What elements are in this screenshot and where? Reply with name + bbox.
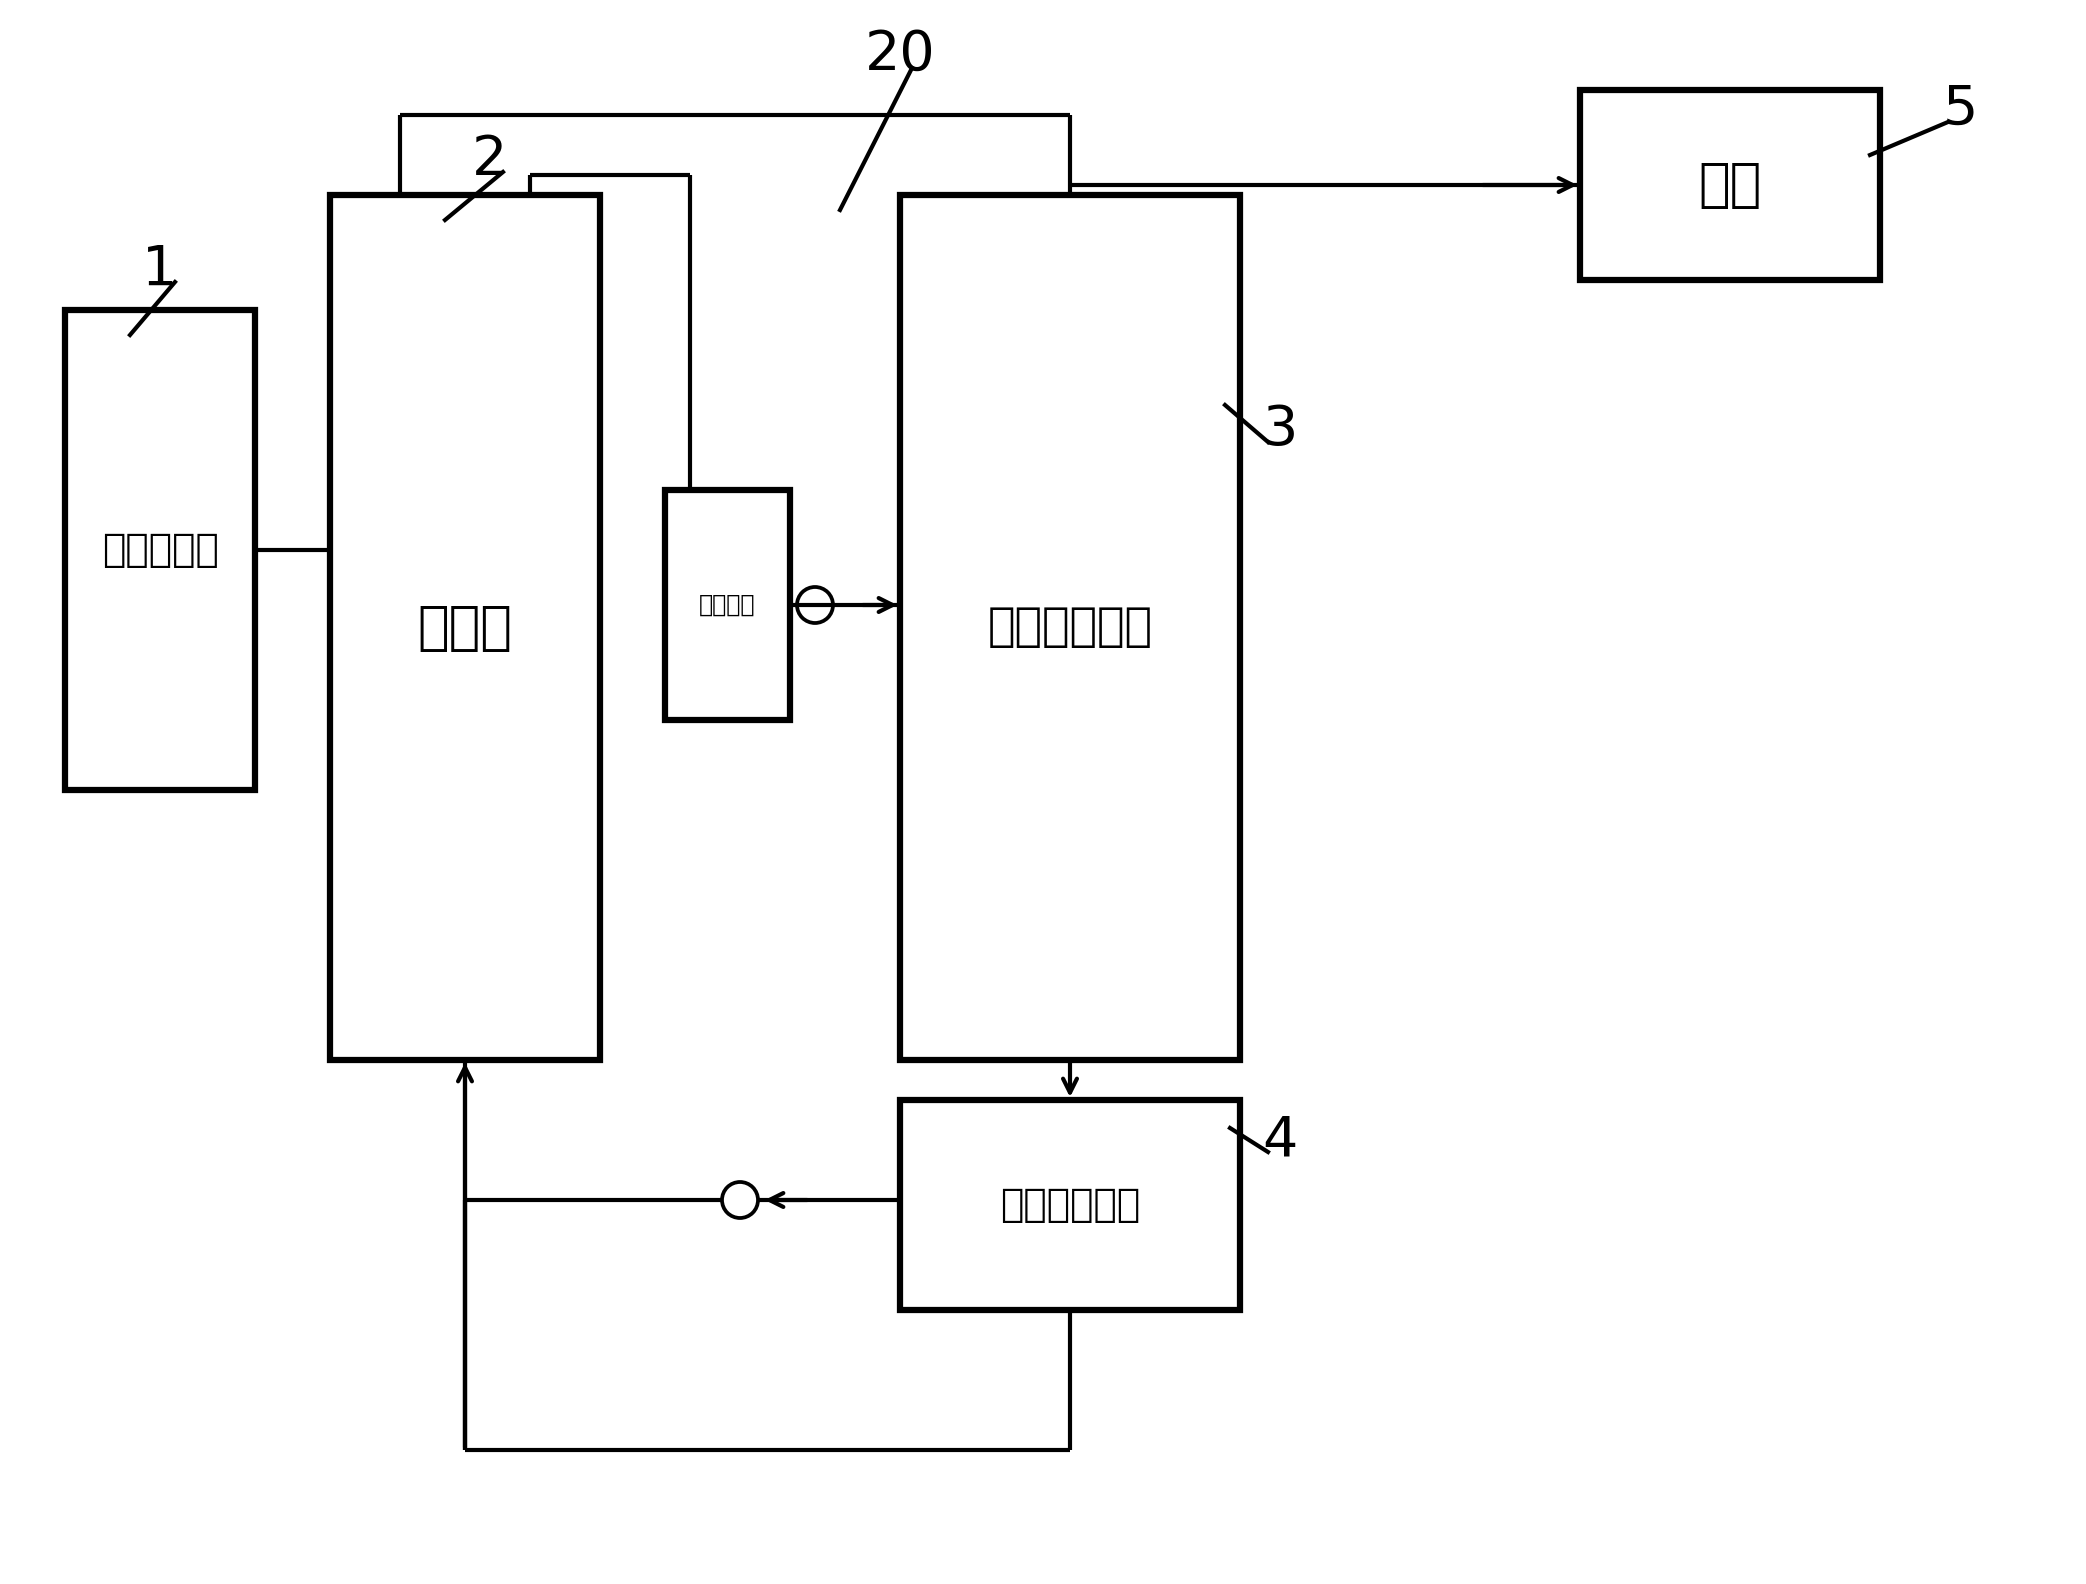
Bar xyxy=(899,1099,1239,1310)
Text: 排气: 排气 xyxy=(1698,158,1761,211)
Text: 3: 3 xyxy=(1262,402,1297,458)
Text: 2: 2 xyxy=(471,133,507,187)
Text: 光光设备: 光光设备 xyxy=(699,592,755,618)
Bar xyxy=(665,489,791,721)
Bar xyxy=(65,310,254,790)
Text: 5: 5 xyxy=(1942,82,1978,136)
Text: 洗涂塔: 洗涂塔 xyxy=(417,602,513,654)
Text: 20: 20 xyxy=(866,29,935,82)
Text: 飞雾搜集设备: 飞雾搜集设备 xyxy=(987,605,1151,649)
Text: 1: 1 xyxy=(142,242,177,298)
Bar xyxy=(330,195,601,1060)
Bar xyxy=(899,195,1239,1060)
Text: 光触媒贯存槽: 光触媒贯存槽 xyxy=(999,1186,1141,1224)
Bar xyxy=(1579,90,1879,280)
Text: 废气及氯气: 废气及氯气 xyxy=(102,531,219,569)
Text: 4: 4 xyxy=(1262,1114,1297,1167)
